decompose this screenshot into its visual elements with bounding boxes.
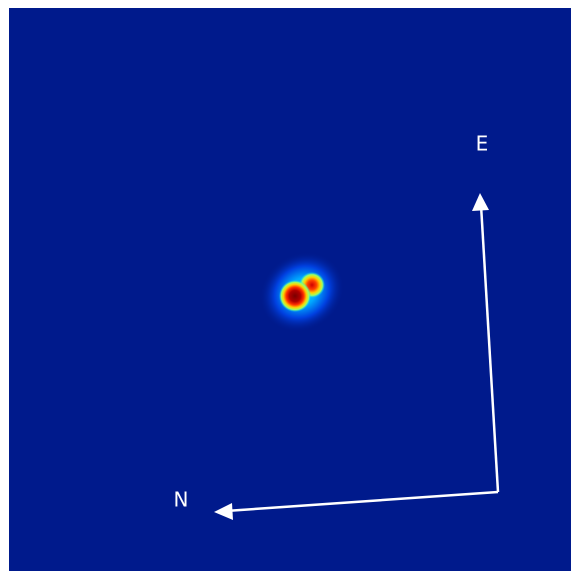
source-primary (279, 280, 311, 312)
page: E N (() => { const data = JSON.parse(doc… (0, 0, 579, 579)
north-label: N (174, 488, 189, 512)
image-view: E N (0, 0, 579, 579)
east-label: E (476, 132, 489, 156)
